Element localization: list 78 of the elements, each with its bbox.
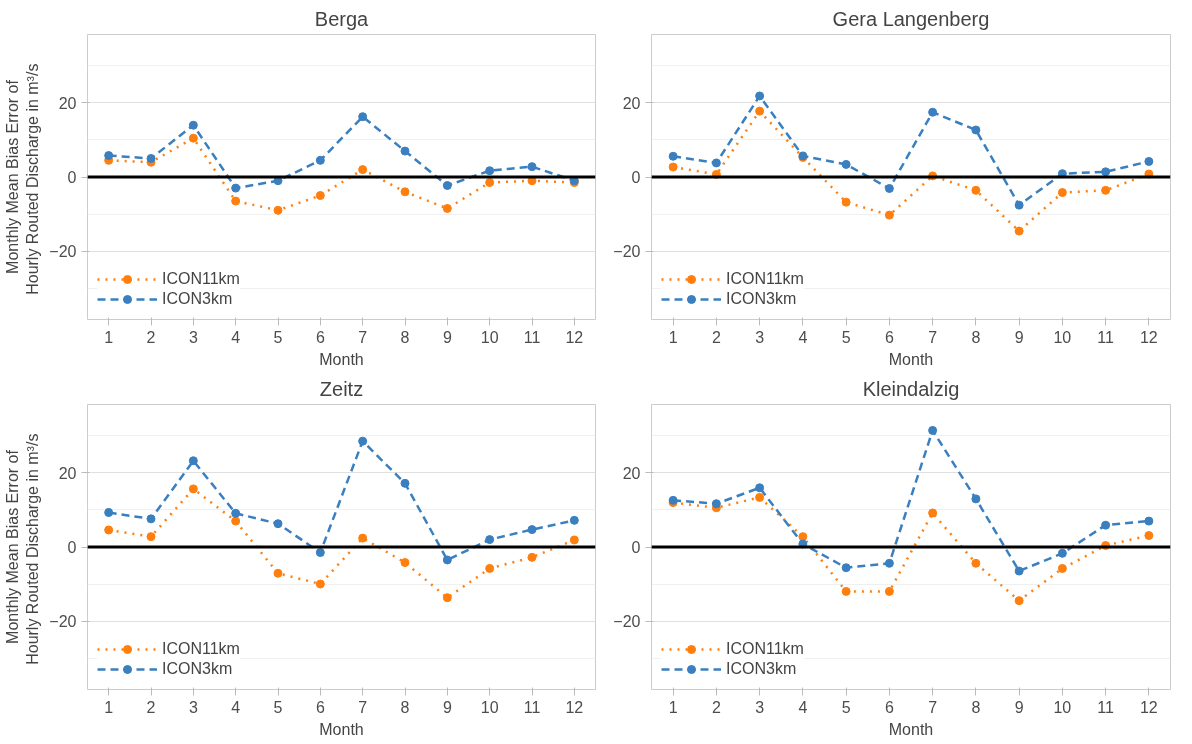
legend-label: ICON3km	[726, 290, 797, 308]
legend-label: ICON3km	[162, 290, 233, 308]
y-tick-label: −20	[49, 243, 77, 261]
chart-title: Berga	[314, 7, 370, 30]
x-tick-label: 10	[480, 698, 499, 716]
x-tick-label: 9	[442, 328, 452, 346]
y-axis-title: Monthly Mean Bias Error of Hourly Routed Discharge in m³/s	[3, 63, 42, 295]
x-tick-label: 10	[1053, 328, 1072, 346]
chart-title: Kleindalzig	[862, 377, 960, 400]
y-tick-label: −20	[49, 613, 77, 631]
x-tick-label: 6	[884, 698, 894, 716]
y-tick-label: −20	[613, 243, 641, 261]
x-tick-label: 2	[711, 328, 721, 346]
x-tick-label: 11	[523, 328, 541, 346]
x-tick-label: 3	[755, 698, 765, 716]
y-tick-label: 0	[67, 539, 77, 556]
x-tick-label: 2	[711, 698, 721, 716]
x-axis-title: Month	[319, 350, 364, 368]
x-tick-label: 5	[273, 328, 283, 346]
chart-title: Gera Langenberg	[832, 7, 990, 30]
x-tick-label: 1	[668, 328, 678, 346]
x-tick-label: 3	[188, 328, 198, 346]
x-tick-label: 8	[971, 328, 981, 346]
x-tick-label: 5	[273, 698, 283, 716]
x-tick-label: 2	[146, 698, 156, 716]
legend-label: ICON11km	[726, 640, 804, 658]
x-tick-label: 11	[523, 698, 541, 716]
x-tick-label: 5	[841, 698, 851, 716]
x-axis-title: Month	[319, 720, 364, 738]
x-tick-label: 12	[565, 698, 584, 716]
x-tick-label: 8	[971, 698, 981, 716]
x-tick-label: 8	[400, 328, 410, 346]
x-tick-label: 6	[884, 328, 894, 346]
x-tick-label: 3	[755, 328, 765, 346]
x-tick-label: 9	[1014, 328, 1024, 346]
x-tick-label: 6	[315, 698, 325, 716]
y-tick-label: 20	[622, 464, 641, 482]
x-tick-label: 10	[480, 328, 499, 346]
x-tick-label: 4	[798, 698, 808, 716]
x-tick-label: 1	[668, 698, 678, 716]
x-tick-label: 7	[928, 698, 938, 716]
y-tick-label: 20	[58, 94, 77, 112]
x-tick-label: 12	[1139, 698, 1158, 716]
x-tick-label: 9	[1014, 698, 1024, 716]
legend-label: ICON3km	[726, 660, 797, 678]
x-tick-label: 7	[358, 328, 368, 346]
x-tick-label: 1	[104, 698, 114, 716]
x-axis-title: Month	[888, 720, 934, 738]
x-tick-label: 12	[1139, 328, 1158, 346]
x-tick-label: 12	[565, 328, 584, 346]
x-tick-label: 5	[841, 328, 851, 346]
x-tick-label: 2	[146, 328, 156, 346]
y-tick-label: −20	[613, 613, 641, 631]
x-tick-label: 4	[231, 698, 241, 716]
x-tick-label: 8	[400, 698, 410, 716]
y-tick-label: 0	[67, 169, 77, 186]
x-tick-label: 9	[442, 698, 452, 716]
x-tick-label: 10	[1053, 698, 1072, 716]
legend-label: ICON11km	[162, 640, 240, 658]
chart-title: Zeitz	[319, 377, 364, 400]
x-tick-label: 11	[1097, 328, 1115, 346]
x-tick-label: 6	[315, 328, 325, 346]
legend-label: ICON11km	[726, 270, 804, 288]
y-tick-label: 0	[631, 539, 641, 556]
x-tick-label: 11	[1097, 698, 1115, 716]
y-axis-title: Monthly Mean Bias Error of Hourly Routed Discharge in m³/s	[3, 433, 42, 665]
x-tick-label: 4	[798, 328, 808, 346]
x-tick-label: 3	[188, 698, 198, 716]
x-axis-title: Month	[888, 350, 934, 368]
y-tick-label: 20	[622, 94, 641, 112]
x-tick-label: 1	[104, 328, 114, 346]
x-tick-label: 7	[358, 698, 368, 716]
x-tick-label: 4	[231, 328, 241, 346]
legend-label: ICON3km	[162, 660, 233, 678]
legend-label: ICON11km	[162, 270, 240, 288]
y-tick-label: 20	[58, 464, 77, 482]
y-tick-label: 0	[631, 169, 641, 186]
x-tick-label: 7	[928, 328, 938, 346]
